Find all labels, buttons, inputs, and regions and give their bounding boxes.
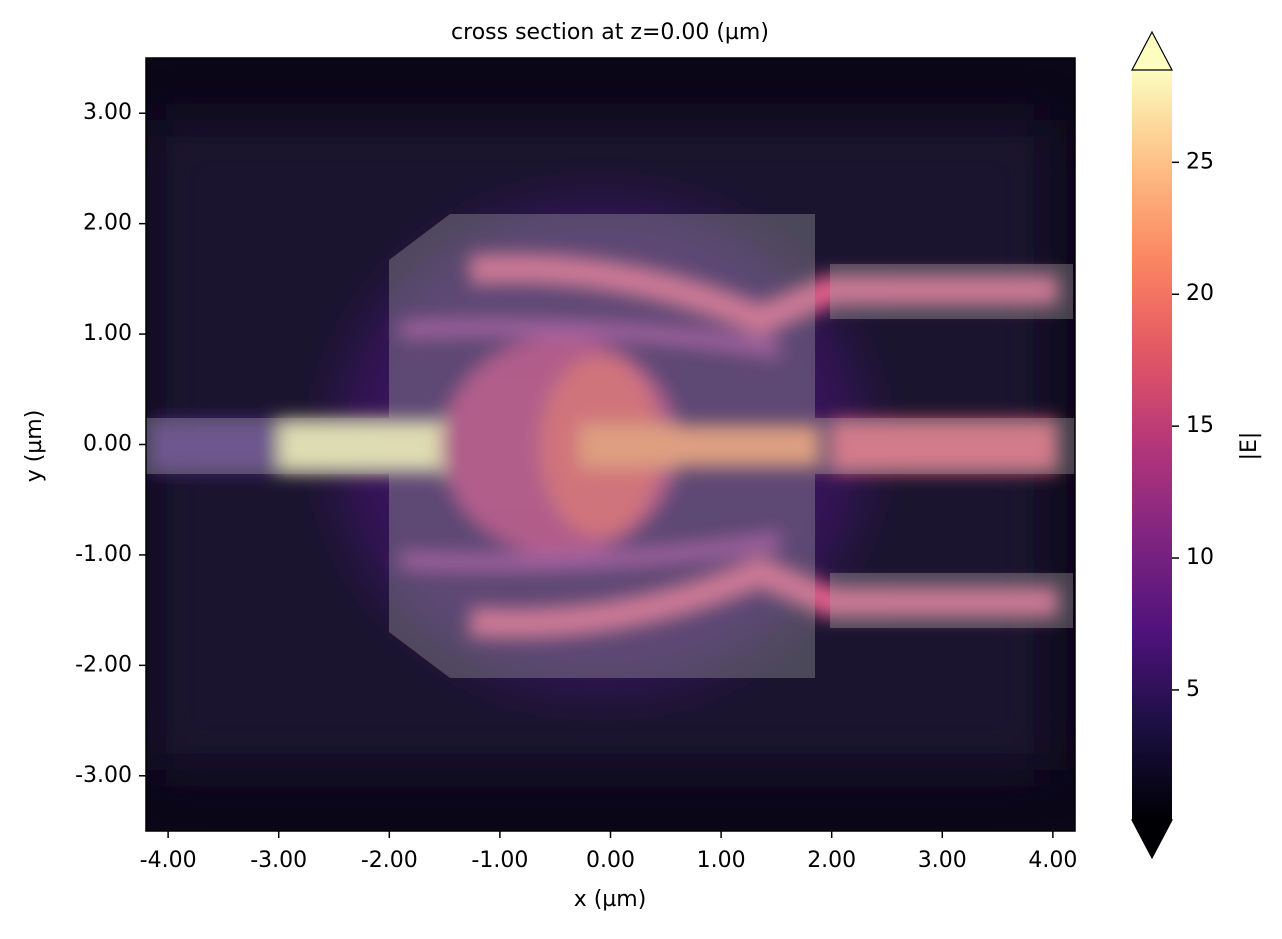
x-tick-label: -3.00 xyxy=(250,848,307,873)
x-tick-label: -1.00 xyxy=(471,848,528,873)
x-tick-label: 1.00 xyxy=(697,848,746,873)
colorbar-tick-label: 25 xyxy=(1186,149,1214,174)
x-tick-label: -4.00 xyxy=(140,848,197,873)
x-tick-label: 3.00 xyxy=(918,848,967,873)
y-tick-label: 1.00 xyxy=(83,321,132,346)
chart-title: cross section at z=0.00 (µm) xyxy=(451,20,769,45)
colorbar-tick-label: 15 xyxy=(1186,413,1214,438)
colorbar-tick-label: 5 xyxy=(1186,677,1200,702)
colorbar-tick-label: 20 xyxy=(1186,281,1214,306)
field-image xyxy=(146,58,1075,831)
y-tick-label: 3.00 xyxy=(83,100,132,125)
colorbar-tick-label: 10 xyxy=(1186,545,1214,570)
y-axis-label: y (µm) xyxy=(22,410,47,483)
y-tick-label: -2.00 xyxy=(75,652,132,677)
colorbar xyxy=(1132,70,1172,820)
y-tick-label: -1.00 xyxy=(75,542,132,567)
x-axis-label: x (µm) xyxy=(574,887,647,912)
y-tick-label: -3.00 xyxy=(75,763,132,788)
x-tick-label: -2.00 xyxy=(361,848,418,873)
colorbar-extend-max xyxy=(1131,30,1173,71)
colorbar-label: |E| xyxy=(1237,432,1262,461)
x-tick-label: 2.00 xyxy=(807,848,856,873)
x-tick-label: 0.00 xyxy=(586,848,635,873)
y-tick-label: 0.00 xyxy=(83,432,132,457)
y-tick-label: 2.00 xyxy=(83,211,132,236)
colorbar-extend-min xyxy=(1131,819,1173,860)
x-tick-label: 4.00 xyxy=(1028,848,1077,873)
